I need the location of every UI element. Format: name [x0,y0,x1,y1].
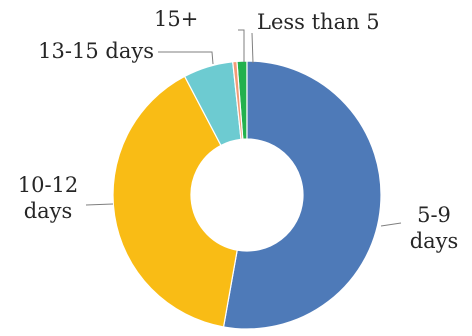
leader-line [238,29,245,62]
leader-line [251,32,254,64]
slice-15-plus [232,60,244,140]
donut-slices [112,60,382,330]
label-15-plus: 15+ [154,7,198,31]
label-line: 5-9 [417,203,451,227]
label-line: 10-12 [18,173,79,197]
label-line: days [410,229,459,253]
label-line: 15+ [154,7,198,31]
leader-line [380,222,402,227]
label-less-than-5: Less than 5 [257,10,380,34]
label-line: 13-15 days [38,39,154,63]
label-10-12-days: 10-12 days [18,173,79,223]
label-line: days [24,199,73,223]
leader-line [85,203,114,206]
slice-5-9-days [222,60,382,330]
leader-line [158,51,214,65]
label-line: Less than 5 [257,10,380,34]
leader-lines [85,29,402,227]
label-13-15-days: 13-15 days [38,39,154,63]
slice-10-12-days [112,75,238,328]
label-5-9-days: 5-9 days [410,203,459,253]
